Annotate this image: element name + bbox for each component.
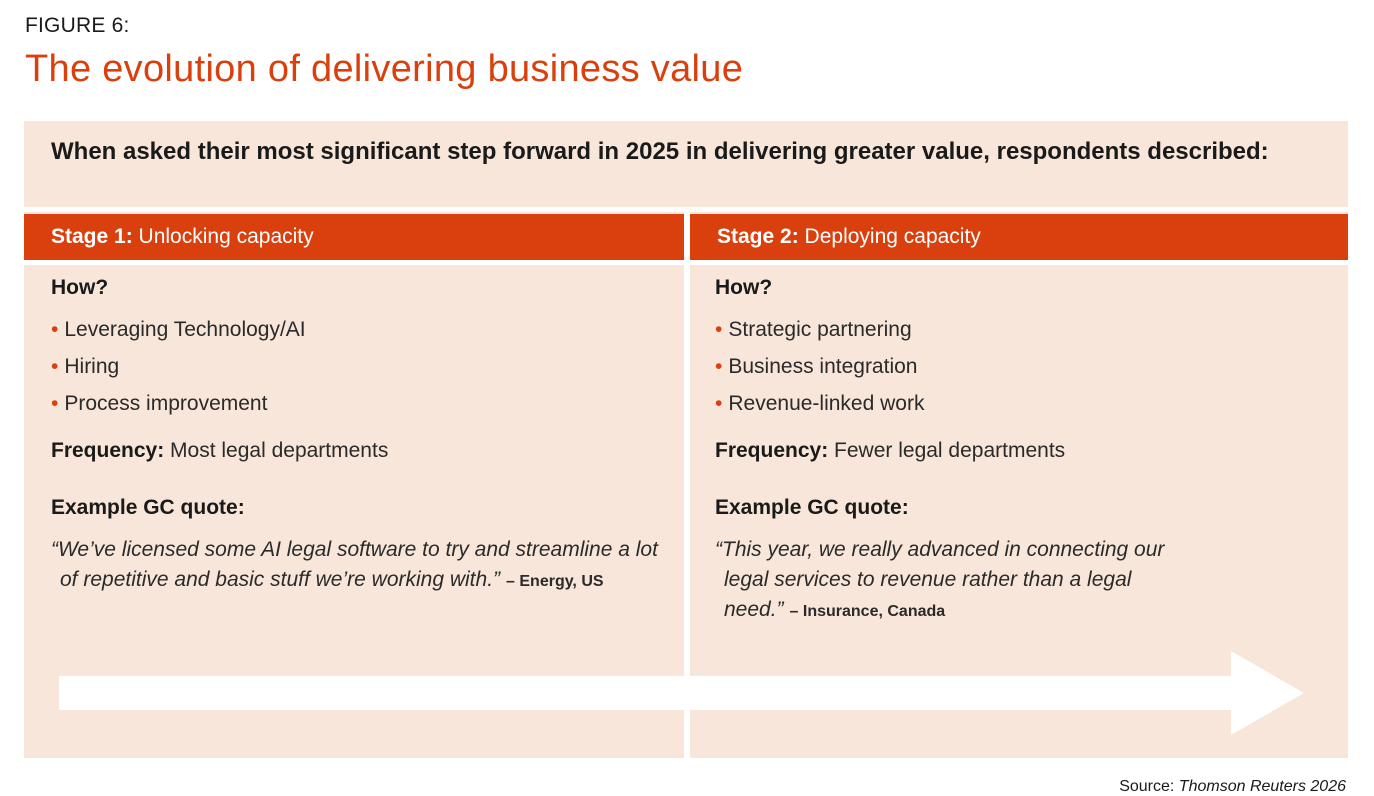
list-item: • Revenue-linked work — [715, 385, 1335, 422]
bullet-dot-icon: • — [51, 318, 59, 341]
stage-2-bullet-list: • Strategic partnering • Business integrat… — [715, 311, 1335, 422]
stage-1-frequency-value: Most legal departments — [170, 439, 389, 462]
stage-2-name: Deploying capacity — [804, 225, 981, 248]
bullet-text: Revenue-linked work — [728, 392, 925, 415]
intro-text: When asked their most significant step f… — [51, 138, 1269, 165]
stage-2-header: Stage 2: Deploying capacity — [690, 214, 1348, 260]
stage-1-quote-text: “We’ve licensed some AI legal software t… — [51, 538, 658, 591]
stage-1-frequency: Frequency: Most legal departments — [51, 438, 671, 464]
stage-2-header-divider — [690, 260, 1348, 265]
source-note: Source: Thomson Reuters 2026 — [1119, 778, 1346, 796]
bullet-dot-icon: • — [51, 355, 59, 378]
stage-1-frequency-label: Frequency: — [51, 439, 165, 462]
stage-2-quote-label: Example GC quote: — [715, 496, 909, 519]
stage-1-quote-label: Example GC quote: — [51, 496, 245, 519]
stage-1-prefix: Stage 1: — [51, 225, 133, 248]
list-item: • Process improvement — [51, 385, 671, 422]
column-divider — [684, 212, 690, 758]
bullet-text: Strategic partnering — [728, 318, 912, 341]
bullet-dot-icon: • — [715, 355, 723, 378]
stage-1-quote: “We’ve licensed some AI legal software t… — [51, 535, 671, 597]
list-item: • Hiring — [51, 348, 671, 385]
list-item: • Strategic partnering — [715, 311, 1335, 348]
stage-2-column: How? • Strategic partnering • Business int… — [715, 275, 1335, 627]
stage-1-bullet-list: • Leveraging Technology/AI • Hiring • Proce… — [51, 311, 671, 422]
stage-2-attribution: – Insurance, Canada — [789, 603, 946, 620]
stage-2-frequency-value: Fewer legal departments — [834, 439, 1066, 462]
stage-1-column: How? • Leveraging Technology/AI • Hiring •… — [51, 275, 671, 597]
stage-1-header: Stage 1: Unlocking capacity — [24, 214, 684, 260]
list-item: • Leveraging Technology/AI — [51, 311, 671, 348]
stage-1-how-label: How? — [51, 276, 109, 299]
source-value: Thomson Reuters 2026 — [1178, 778, 1346, 795]
stage-2-quote-text: “This year, we really advanced in connec… — [715, 538, 1165, 621]
bullet-text: Business integration — [728, 355, 918, 378]
bullet-text: Hiring — [64, 355, 120, 378]
progression-arrow-icon — [59, 651, 1304, 735]
diagram-panel: When asked their most significant step f… — [24, 121, 1348, 758]
bullet-dot-icon: • — [51, 392, 59, 415]
figure-title: The evolution of delivering business val… — [25, 48, 744, 90]
bullet-text: Process improvement — [64, 392, 268, 415]
intro-divider — [24, 207, 1348, 212]
list-item: • Business integration — [715, 348, 1335, 385]
stage-1-header-divider — [24, 260, 684, 265]
stage-2-how-label: How? — [715, 276, 773, 299]
figure-label: FIGURE 6: — [25, 14, 130, 37]
stage-2-quote: “This year, we really advanced in connec… — [715, 535, 1204, 627]
stage-2-frequency: Frequency: Fewer legal departments — [715, 438, 1335, 464]
source-label: Source: — [1119, 778, 1175, 795]
bullet-dot-icon: • — [715, 392, 723, 415]
bullet-dot-icon: • — [715, 318, 723, 341]
stage-1-attribution: – Energy, US — [506, 573, 604, 590]
stage-1-name: Unlocking capacity — [138, 225, 314, 248]
stage-2-prefix: Stage 2: — [717, 225, 799, 248]
bullet-text: Leveraging Technology/AI — [64, 318, 306, 341]
stage-2-frequency-label: Frequency: — [715, 439, 829, 462]
